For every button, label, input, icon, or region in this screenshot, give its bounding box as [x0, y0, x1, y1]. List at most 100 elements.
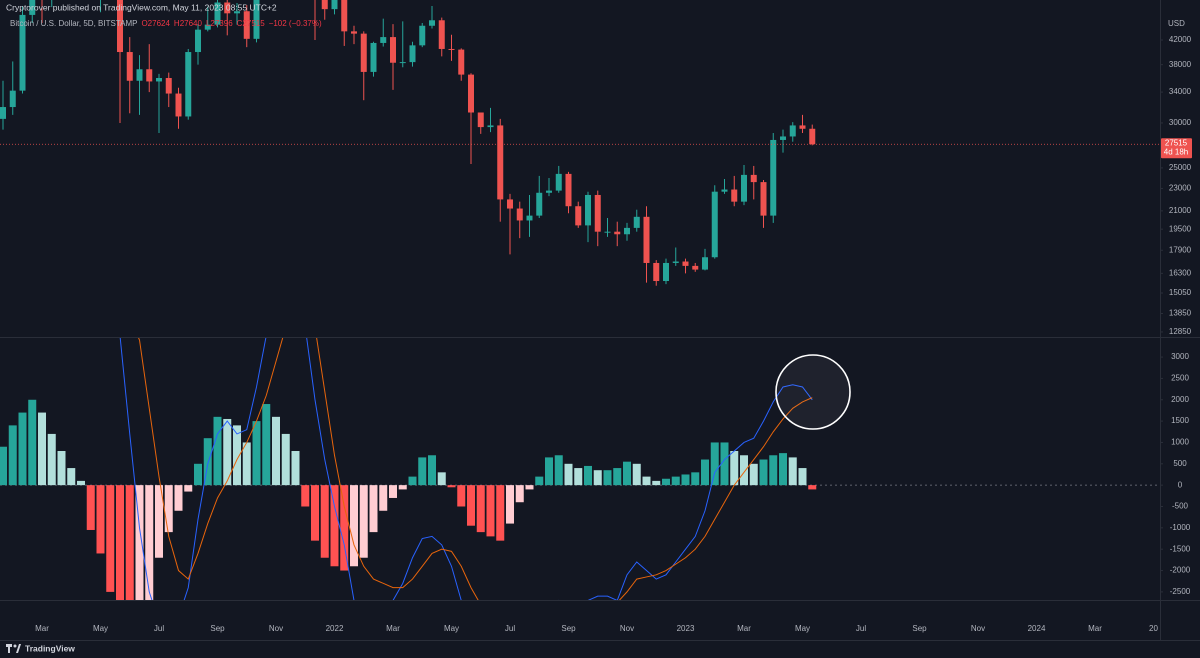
y-tick-label: 21000 — [1169, 206, 1192, 215]
x-tick-label: May — [795, 624, 810, 633]
candle-body — [526, 215, 533, 221]
histogram-bar — [67, 468, 76, 486]
candle-body — [351, 31, 357, 34]
candle-body — [731, 189, 738, 202]
y-tick-label: 25000 — [1169, 163, 1192, 172]
histogram-bar — [652, 480, 661, 486]
ohlc-high: H27640 — [174, 19, 203, 28]
x-tick-label: Mar — [386, 624, 400, 633]
y-tick-label: 38000 — [1169, 60, 1192, 69]
histogram-bar — [8, 425, 17, 486]
candle-body — [146, 69, 153, 82]
histogram-bar — [671, 476, 680, 486]
histogram-bar — [759, 459, 768, 486]
y-tick-label: 17900 — [1169, 245, 1192, 254]
x-tick-label: Mar — [1088, 624, 1102, 633]
histogram-bar — [242, 442, 251, 486]
ohlc-low: L27396 — [206, 19, 233, 28]
y-tick-label: 1000 — [1171, 438, 1189, 447]
histogram-bar — [320, 485, 329, 558]
candle-body — [633, 216, 640, 228]
candle-body — [546, 190, 552, 193]
y-tick-label: 42000 — [1169, 35, 1192, 44]
candle-body — [507, 199, 513, 209]
histogram-bar — [164, 485, 173, 533]
y-tick-label: 0 — [1178, 480, 1183, 489]
candle-body — [604, 231, 611, 233]
candle-body — [789, 125, 796, 137]
histogram-bar — [291, 450, 300, 486]
x-tick-label: Sep — [210, 624, 225, 633]
candle-body — [419, 25, 426, 46]
y-tick-label: -1000 — [1170, 523, 1191, 532]
ohlc-change: −102 (−0.37%) — [269, 19, 322, 28]
histogram-bar — [418, 457, 427, 486]
histogram-bar — [642, 476, 651, 486]
candle-body — [760, 182, 767, 216]
candle-body — [770, 139, 777, 216]
histogram-bar — [447, 485, 456, 488]
histogram-bar — [340, 485, 349, 571]
header: Cryptorover published on TradingView.com… — [6, 2, 277, 12]
histogram-bar — [623, 461, 631, 486]
histogram-bar — [574, 468, 583, 486]
histogram-bar — [311, 485, 319, 541]
histogram-bar — [525, 485, 534, 490]
histogram-bar — [515, 485, 524, 503]
candle-body — [429, 20, 435, 26]
histogram-bar — [710, 442, 719, 486]
histogram-bar — [350, 485, 358, 567]
candle-body — [682, 261, 689, 266]
candle-body — [0, 107, 6, 119]
candle-body — [409, 45, 416, 63]
y-tick-label: 13850 — [1169, 309, 1192, 318]
histogram-bar — [701, 459, 709, 486]
candle-body — [497, 125, 504, 200]
candle-body — [321, 0, 328, 10]
candle-body — [536, 192, 543, 216]
histogram-bar — [57, 450, 66, 486]
histogram-bar — [437, 472, 446, 486]
histogram-bar — [769, 455, 778, 486]
candle-body — [390, 37, 396, 63]
highlight-circle — [775, 354, 851, 430]
candle-body — [195, 29, 201, 53]
y-tick-label: 3000 — [1171, 352, 1189, 361]
y-tick-label: 34000 — [1169, 87, 1192, 96]
x-tick-label: May — [444, 624, 459, 633]
histogram-bar — [476, 485, 485, 533]
y-tick-label: 30000 — [1169, 118, 1192, 127]
histogram-bar — [788, 457, 797, 486]
histogram-bar — [18, 412, 27, 486]
candle-body — [458, 49, 465, 75]
candle-body — [721, 189, 728, 192]
candle-body — [663, 262, 669, 282]
candle-body — [370, 42, 377, 72]
ohlc-close: C27515 — [237, 19, 266, 28]
candle-body — [9, 90, 16, 108]
candle-body — [185, 52, 192, 117]
candle-body — [799, 125, 806, 129]
x-tick-label: May — [93, 624, 108, 633]
candle-body — [487, 125, 494, 128]
histogram-bar — [194, 463, 202, 486]
histogram-bar — [203, 438, 212, 486]
histogram-bar — [0, 446, 7, 486]
y-tick-label: -2000 — [1170, 566, 1191, 575]
candle-body — [516, 208, 523, 221]
candle-body — [653, 262, 660, 282]
histogram-bar — [223, 418, 232, 486]
signal-line — [138, 338, 813, 600]
candle-body — [399, 62, 406, 64]
x-tick-label: Jul — [505, 624, 515, 633]
candle-body — [780, 136, 786, 140]
y-tick-label: -2500 — [1170, 587, 1191, 596]
candle-body — [243, 11, 250, 39]
candle-body — [624, 227, 630, 235]
candle-body — [438, 20, 445, 49]
histogram-bar — [155, 485, 163, 558]
histogram-bar — [174, 485, 183, 511]
histogram-bar — [662, 478, 670, 486]
histogram-bar — [116, 485, 124, 600]
